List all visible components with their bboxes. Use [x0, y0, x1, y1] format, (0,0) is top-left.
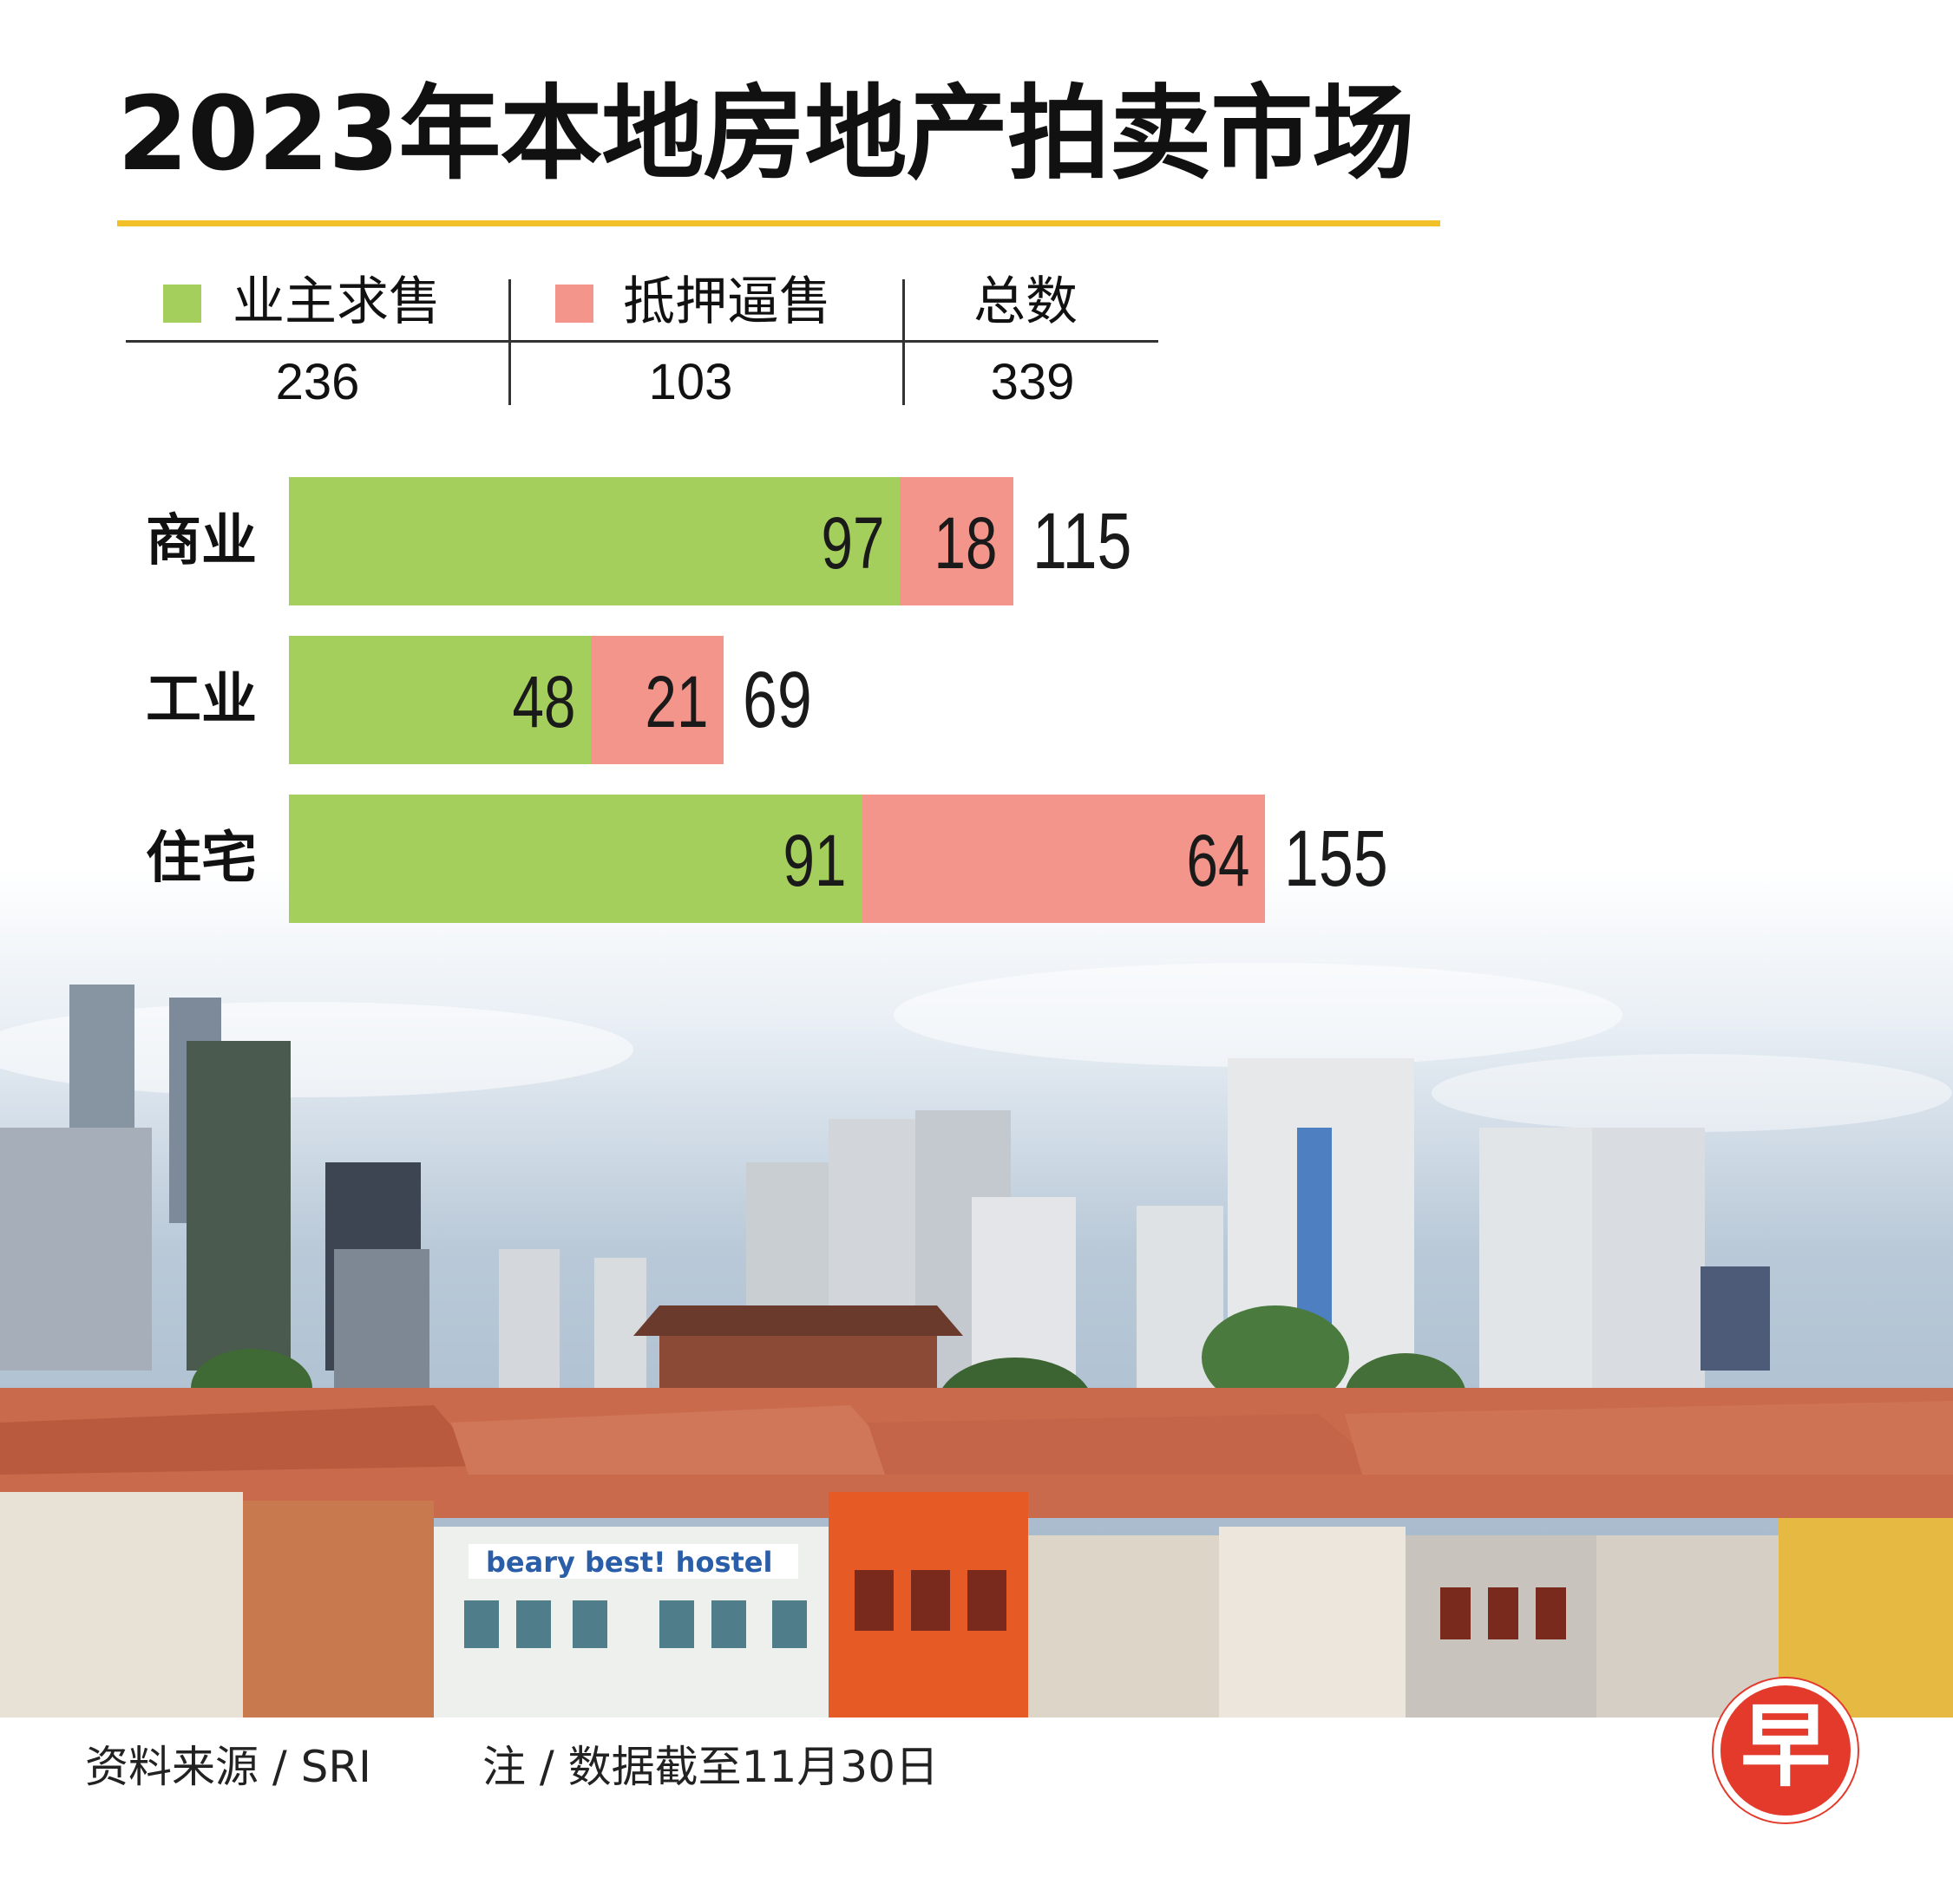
- summary-value-mortgagee: 103: [648, 354, 733, 410]
- bar-segment: [862, 795, 1266, 923]
- summary-column-divider: [508, 279, 511, 405]
- skyline-photo: beary best! hostel: [0, 867, 1953, 1718]
- bar-segment: [289, 477, 901, 605]
- legend-swatch-owner: [163, 285, 201, 323]
- bar-total-label: 115: [1032, 497, 1132, 586]
- category-label: 住宅: [146, 827, 257, 891]
- logo-character: 早: [1740, 1693, 1831, 1799]
- summary-value-total: 339: [990, 354, 1075, 410]
- bar-value-label: 48: [512, 661, 576, 743]
- bar-value-label: 21: [645, 661, 708, 743]
- title-underline: [117, 220, 1440, 226]
- bar-value-label: 18: [934, 502, 998, 584]
- legend-label-owner: 业主求售: [233, 272, 441, 332]
- bar-value-label: 97: [821, 502, 885, 584]
- source-note: 资料来源 / SRI: [85, 1742, 371, 1792]
- bar-segment: [591, 636, 724, 764]
- bar-segment: [289, 636, 592, 764]
- data-cutoff-note: 注 / 数据截至11月30日: [482, 1742, 939, 1792]
- chart-title: 2023年本地房地产拍卖市场: [117, 74, 1414, 193]
- category-label: 工业: [146, 668, 257, 732]
- summary-column-divider: [902, 279, 905, 405]
- bar-total-label: 69: [742, 656, 812, 744]
- bar-total-label: 155: [1284, 815, 1389, 903]
- bar-value-label: 91: [783, 820, 847, 901]
- bar-segment: [900, 477, 1013, 605]
- legend-swatch-mortgagee: [555, 285, 593, 323]
- legend-label-total: 总数: [973, 272, 1078, 332]
- hostel-sign-text: beary best! hostel: [486, 1546, 772, 1579]
- summary-divider: [126, 340, 1158, 343]
- zaobao-logo: 早: [1714, 1678, 1858, 1822]
- category-label: 商业: [146, 509, 257, 573]
- legend-label-mortgagee: 抵押逼售: [623, 272, 831, 332]
- summary-value-owner: 236: [275, 354, 360, 410]
- bar-value-label: 64: [1186, 820, 1250, 901]
- bar-segment: [289, 795, 862, 923]
